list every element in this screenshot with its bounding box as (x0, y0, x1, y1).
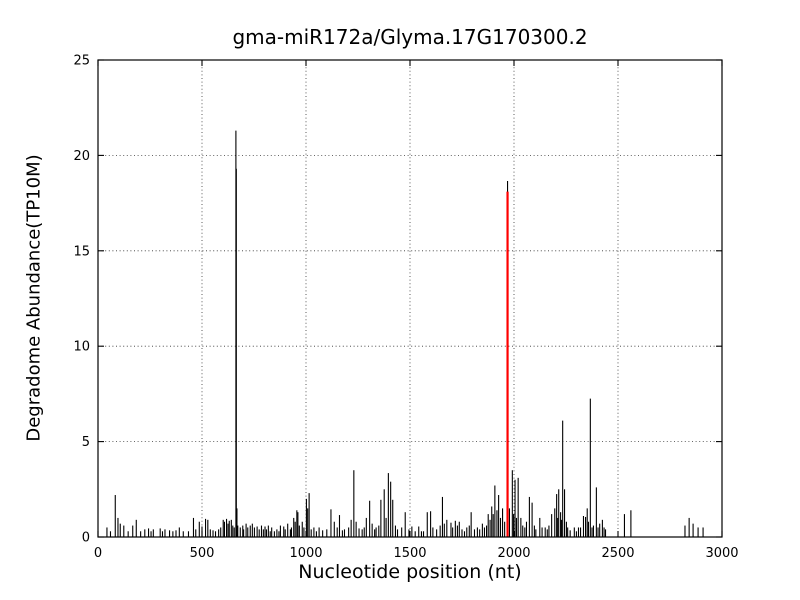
y-tick-label: 20 (73, 149, 90, 164)
y-tick-label: 15 (73, 244, 90, 259)
y-tick-label: 10 (73, 340, 90, 355)
x-tick-label: 1000 (289, 546, 322, 561)
x-tick-label: 0 (94, 546, 102, 561)
x-axis-label: Nucleotide position (nt) (298, 561, 522, 583)
y-tick-label: 25 (73, 54, 90, 69)
x-tick-label: 2000 (497, 546, 530, 561)
y-tick-label: 5 (82, 435, 90, 450)
y-tick-label: 0 (82, 531, 90, 546)
x-tick-label: 2500 (601, 546, 634, 561)
chart-title: gma-miR172a/Glyma.17G170300.2 (232, 25, 588, 49)
x-tick-label: 3000 (705, 546, 738, 561)
x-tick-label: 500 (190, 546, 215, 561)
x-tick-label: 1500 (393, 546, 426, 561)
